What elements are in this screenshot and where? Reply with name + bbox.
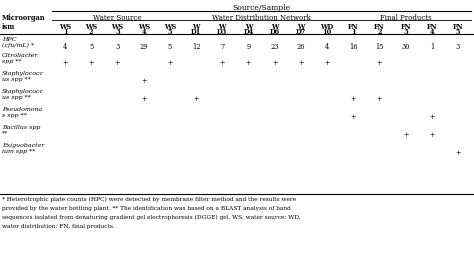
Text: +: + — [115, 59, 120, 67]
Text: Staphylococc
us spp **: Staphylococc us spp ** — [2, 71, 44, 82]
Text: +: + — [351, 113, 356, 121]
Text: sequences isolated from denaturing gradient gel electrophoresis (DGGE) gel. WS, : sequences isolated from denaturing gradi… — [2, 215, 301, 220]
Text: provided by the water bottling plant. ** The identification was based on a BLAST: provided by the water bottling plant. **… — [2, 206, 291, 211]
Text: +: + — [63, 59, 68, 67]
Text: Exiguobacter
ium spp **: Exiguobacter ium spp ** — [2, 143, 45, 154]
Text: 29: 29 — [139, 43, 148, 51]
Text: Bacillus spp
**: Bacillus spp ** — [2, 125, 40, 136]
Text: 23: 23 — [271, 43, 279, 51]
Text: 15: 15 — [375, 43, 384, 51]
Text: +: + — [377, 95, 382, 103]
Text: +: + — [351, 95, 356, 103]
Text: Water Source: Water Source — [93, 14, 142, 22]
Text: D1: D1 — [191, 28, 201, 36]
Text: +: + — [219, 59, 225, 67]
Text: Staphylococc
us spp **: Staphylococc us spp ** — [2, 89, 44, 100]
Text: 3: 3 — [115, 28, 120, 36]
Text: +: + — [141, 77, 146, 85]
Text: 3: 3 — [403, 28, 408, 36]
Text: WD: WD — [320, 23, 334, 31]
Text: +: + — [89, 59, 94, 67]
Text: +: + — [167, 59, 173, 67]
Text: WS: WS — [164, 23, 176, 31]
Text: Pseudomona
s spp **: Pseudomona s spp ** — [2, 107, 42, 118]
Text: HPC
(cfu/mL) *: HPC (cfu/mL) * — [2, 37, 34, 48]
Text: * Heterotrophic plate counts (HPC) were detected by membrane filter method and t: * Heterotrophic plate counts (HPC) were … — [2, 197, 296, 202]
Text: WS: WS — [137, 23, 150, 31]
Text: +: + — [377, 59, 382, 67]
Text: 16: 16 — [349, 43, 357, 51]
Text: D6: D6 — [270, 28, 280, 36]
Text: FN: FN — [453, 23, 464, 31]
Text: +: + — [324, 59, 330, 67]
Text: 4: 4 — [141, 28, 146, 36]
Text: Citrobacter
spp **: Citrobacter spp ** — [2, 53, 38, 64]
Text: 2: 2 — [377, 28, 382, 36]
Text: +: + — [429, 113, 435, 121]
Text: 10: 10 — [322, 28, 332, 36]
Text: Water Distribution Network: Water Distribution Network — [212, 14, 311, 22]
Text: 5: 5 — [456, 28, 460, 36]
Text: Final Products: Final Products — [380, 14, 431, 22]
Text: WS: WS — [111, 23, 124, 31]
Text: +: + — [298, 59, 304, 67]
Text: FN: FN — [427, 23, 437, 31]
Text: D3: D3 — [217, 28, 228, 36]
Text: Source/Sample: Source/Sample — [233, 4, 291, 12]
Text: 1: 1 — [430, 43, 434, 51]
Text: W: W — [192, 23, 200, 31]
Text: W: W — [245, 23, 252, 31]
Text: 3: 3 — [456, 43, 460, 51]
Text: 12: 12 — [192, 43, 201, 51]
Text: D4: D4 — [243, 28, 254, 36]
Text: 2: 2 — [89, 28, 93, 36]
Text: W: W — [271, 23, 278, 31]
Text: 5: 5 — [168, 43, 172, 51]
Text: +: + — [246, 59, 251, 67]
Text: 1: 1 — [63, 28, 67, 36]
Text: 5: 5 — [168, 28, 172, 36]
Text: 30: 30 — [401, 43, 410, 51]
Text: 4: 4 — [63, 43, 67, 51]
Text: W: W — [219, 23, 226, 31]
Text: W: W — [297, 23, 305, 31]
Text: Microorgan
ism: Microorgan ism — [2, 14, 46, 31]
Text: water distribution; FN, final products.: water distribution; FN, final products. — [2, 224, 115, 229]
Text: WS: WS — [59, 23, 71, 31]
Text: 4: 4 — [325, 43, 329, 51]
Text: 1: 1 — [351, 28, 356, 36]
Text: 3: 3 — [115, 43, 119, 51]
Text: 26: 26 — [297, 43, 305, 51]
Text: 4: 4 — [429, 28, 434, 36]
Text: +: + — [456, 149, 461, 157]
Text: 9: 9 — [246, 43, 251, 51]
Text: D7: D7 — [296, 28, 306, 36]
Text: FN: FN — [374, 23, 385, 31]
Text: FN: FN — [401, 23, 411, 31]
Text: FN: FN — [348, 23, 359, 31]
Text: +: + — [193, 95, 199, 103]
Text: 5: 5 — [89, 43, 93, 51]
Text: 7: 7 — [220, 43, 224, 51]
Text: +: + — [403, 131, 409, 139]
Text: +: + — [272, 59, 277, 67]
Text: +: + — [141, 95, 146, 103]
Text: WS: WS — [85, 23, 97, 31]
Text: +: + — [429, 131, 435, 139]
